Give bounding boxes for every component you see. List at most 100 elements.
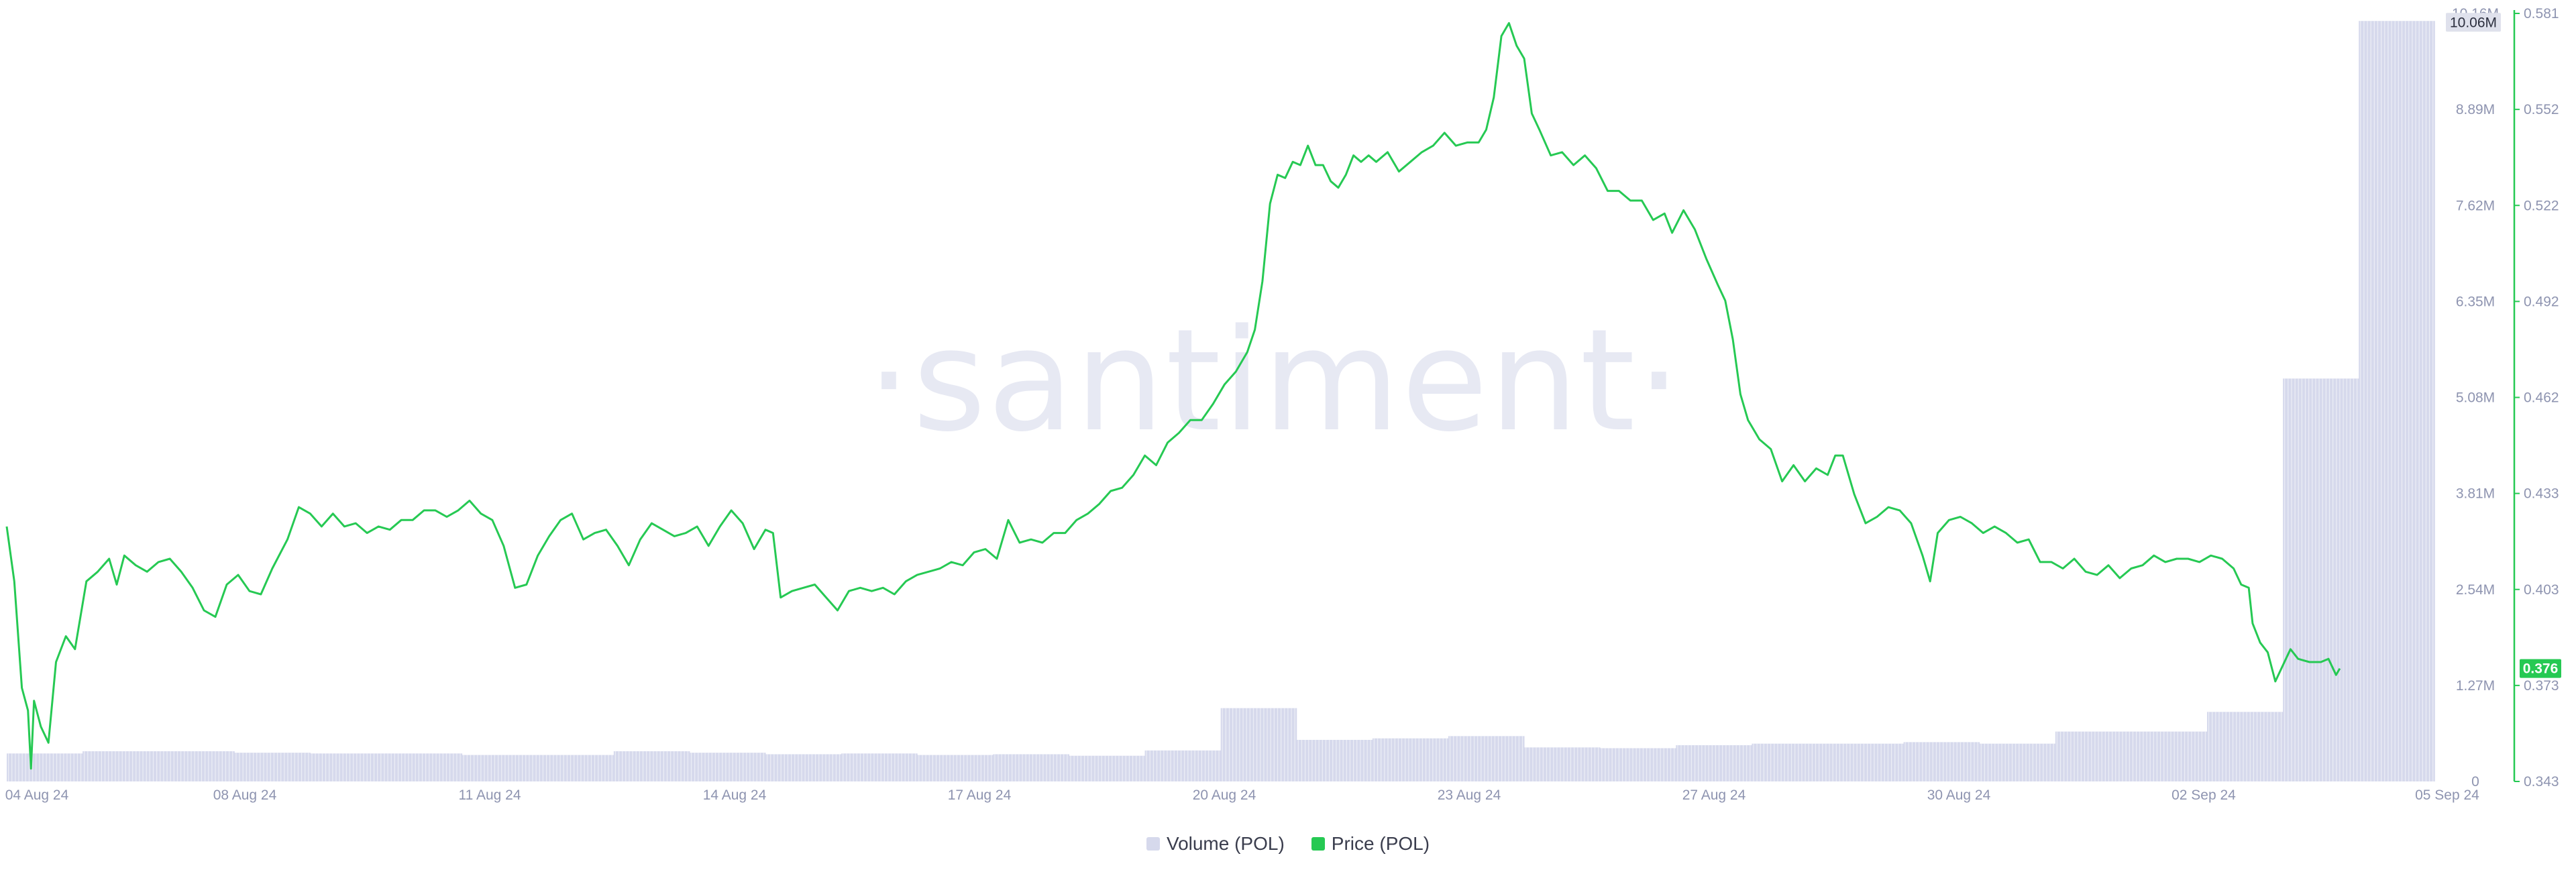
legend-label-price: Price (POL) xyxy=(1331,833,1430,854)
volume-bar xyxy=(1827,743,1904,781)
price-tick-label: 0.343 xyxy=(2524,774,2559,789)
legend-item-volume[interactable]: Volume (POL) xyxy=(1146,833,1285,855)
x-tick-label: 14 Aug 24 xyxy=(703,787,767,803)
volume-bar xyxy=(2283,378,2359,781)
x-tick-label: 08 Aug 24 xyxy=(213,787,277,803)
volume-bar xyxy=(310,753,387,781)
volume-bar-stripes xyxy=(2208,712,2282,781)
volume-tick-label: 2.54M xyxy=(2456,582,2495,598)
volume-bar-stripes xyxy=(2056,731,2130,781)
volume-bar-stripes xyxy=(2284,378,2358,781)
volume-tick-label: 5.08M xyxy=(2456,390,2495,406)
price-line-group xyxy=(5,21,2341,770)
volume-bar-stripes xyxy=(311,753,385,781)
legend: Volume (POL) Price (POL) xyxy=(0,830,2576,857)
volume-current-badge xyxy=(2446,13,2501,32)
price-tick-label: 0.373 xyxy=(2524,678,2559,694)
volume-bar xyxy=(1903,742,1980,781)
volume-bar-stripes xyxy=(1829,743,1902,781)
x-tick-label: 05 Sep 24 xyxy=(2415,787,2479,803)
volume-current-value: 10.06M xyxy=(2450,15,2497,30)
volume-bar-stripes xyxy=(539,755,612,781)
x-tick-label: 17 Aug 24 xyxy=(948,787,1012,803)
volume-bar-stripes xyxy=(1449,736,1523,781)
x-tick-label: 02 Sep 24 xyxy=(2171,787,2236,803)
volume-tick-label: 3.81M xyxy=(2456,486,2495,502)
volume-bar xyxy=(993,754,1069,781)
price-tick-label: 0.403 xyxy=(2524,582,2559,598)
volume-bar-stripes xyxy=(1222,708,1295,781)
volume-bar xyxy=(1524,747,1601,781)
x-tick-label: 20 Aug 24 xyxy=(1193,787,1256,803)
volume-bar-stripes xyxy=(2132,731,2206,781)
volume-bar xyxy=(1979,743,2056,781)
price-tick-label: 0.552 xyxy=(2524,102,2559,117)
volume-bar-stripes xyxy=(1146,750,1220,781)
x-axis: 04 Aug 24 08 Aug 24 11 Aug 24 14 Aug 24 17 A… xyxy=(5,787,2479,803)
volume-bar-stripes xyxy=(7,753,82,781)
watermark: ·santiment· xyxy=(867,298,1683,463)
volume-bar-stripes xyxy=(1677,745,1751,781)
volume-bar-stripes xyxy=(235,753,309,781)
legend-swatch-price xyxy=(1311,837,1325,851)
volume-bar-stripes xyxy=(994,754,1068,781)
volume-axis: 01.27M2.54M3.81M5.08M6.35M7.62M8.89M10.1… xyxy=(2452,6,2499,789)
volume-bar xyxy=(83,751,159,781)
volume-tick-label: 0 xyxy=(2471,774,2479,789)
volume-bar xyxy=(2055,731,2132,781)
volume-bar xyxy=(7,753,83,781)
volume-bar-stripes xyxy=(767,754,841,781)
volume-bar-stripes xyxy=(614,751,688,781)
volume-bar-stripes xyxy=(1601,748,1675,781)
x-tick-label: 11 Aug 24 xyxy=(458,787,521,803)
current-value-labels: 10.06M 0.376 xyxy=(2446,13,2561,678)
price-tick-label: 0.492 xyxy=(2524,294,2559,309)
x-tick-label: 04 Aug 24 xyxy=(5,787,69,803)
volume-bar-stripes xyxy=(1297,740,1371,781)
volume-bar-stripes xyxy=(1373,738,1447,781)
price-tick-label: 0.433 xyxy=(2524,486,2559,502)
price-tick-label: 0.522 xyxy=(2524,198,2559,213)
volume-bar-stripes xyxy=(1070,755,1144,781)
volume-bar xyxy=(537,755,614,781)
volume-bar xyxy=(841,753,918,781)
volume-bar xyxy=(1676,745,1752,781)
volume-bar-stripes xyxy=(1904,742,1978,781)
volume-bar xyxy=(689,753,766,781)
volume-bar xyxy=(158,751,235,781)
volume-bar xyxy=(2207,712,2284,781)
volume-bar xyxy=(613,751,690,781)
volume-tick-label: 1.27M xyxy=(2456,678,2495,694)
volume-bar xyxy=(1144,750,1222,781)
price-current-value: 0.376 xyxy=(2523,661,2559,677)
volume-tick-label: 7.62M xyxy=(2456,198,2495,213)
volume-bar xyxy=(1448,736,1525,781)
volume-bar-stripes xyxy=(1525,747,1599,781)
volume-bar-stripes xyxy=(918,755,992,781)
legend-swatch-volume xyxy=(1146,837,1160,851)
volume-bar xyxy=(1296,740,1373,781)
volume-bar xyxy=(462,755,539,781)
volume-bar xyxy=(234,753,311,781)
x-tick-label: 30 Aug 24 xyxy=(1927,787,1991,803)
volume-bar xyxy=(2131,731,2208,781)
volume-bar xyxy=(765,754,842,781)
volume-bar xyxy=(2359,21,2435,782)
legend-label-volume: Volume (POL) xyxy=(1166,833,1285,854)
volume-bar-stripes xyxy=(1753,743,1827,781)
volume-bar xyxy=(1600,748,1676,781)
volume-bar-stripes xyxy=(84,751,158,781)
volume-bar xyxy=(1220,708,1297,781)
volume-bar xyxy=(1752,743,1828,781)
volume-bar-stripes xyxy=(843,753,916,781)
price-current-badge xyxy=(2520,659,2561,678)
legend-item-price[interactable]: Price (POL) xyxy=(1311,833,1430,855)
volume-bar-stripes xyxy=(387,753,461,781)
volume-bar xyxy=(386,753,463,781)
volume-bar-stripes xyxy=(2360,21,2434,781)
volume-bar xyxy=(1069,755,1146,781)
price-axis: 0.343 0.373 0.403 0.433 0.462 0.492 0.522 0.552… xyxy=(2513,6,2559,789)
volume-bar xyxy=(917,755,994,781)
volume-bars xyxy=(7,21,2435,782)
x-tick-label: 23 Aug 24 xyxy=(1438,787,1501,803)
